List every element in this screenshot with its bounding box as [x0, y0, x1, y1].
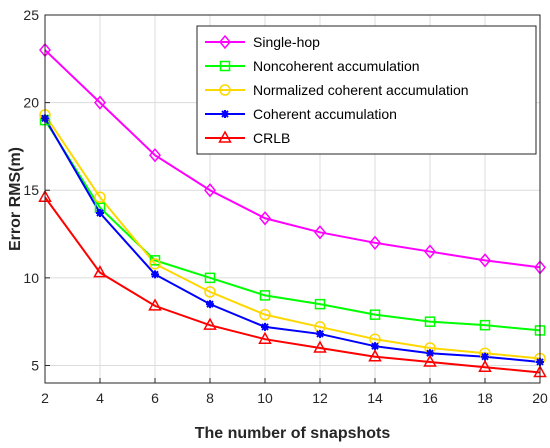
x-axis-label: The number of snapshots — [195, 425, 391, 442]
x-tick-label: 12 — [312, 390, 328, 406]
data-point-3-4 — [261, 322, 269, 331]
x-tick-label: 20 — [532, 390, 548, 406]
data-point-3-3 — [206, 300, 214, 309]
data-point-4-1 — [93, 265, 107, 278]
series-line-3 — [44, 117, 541, 363]
data-point-4-3 — [203, 317, 217, 330]
data-point-3-1 — [96, 209, 104, 218]
legend-label-3: Coherent accumulation — [253, 106, 397, 122]
data-point-1-5 — [314, 298, 326, 310]
legend-label-2: Normalized coherent accumulation — [253, 82, 469, 98]
y-tick-label: 20 — [23, 95, 39, 111]
data-point-0-8 — [479, 253, 491, 268]
y-axis-label: Error RMS(m) — [7, 147, 24, 251]
data-point-1-4 — [259, 290, 271, 301]
data-point-0-4 — [259, 211, 271, 226]
data-point-0-1 — [94, 95, 106, 110]
data-point-2-3 — [204, 286, 216, 298]
data-point-3-2 — [151, 270, 159, 279]
data-point-0-2 — [149, 148, 161, 163]
legend-label-1: Noncoherent accumulation — [253, 58, 420, 74]
series-lines — [44, 49, 541, 374]
data-point-2-2 — [149, 258, 161, 270]
plot-frame — [44, 14, 541, 384]
series-line-2 — [44, 114, 541, 360]
data-point-4-2 — [148, 298, 162, 311]
legend: Single-hop Noncoherent accumulation Normal… — [196, 25, 537, 155]
data-point-1-3 — [204, 272, 216, 284]
data-point-4-8 — [478, 359, 492, 372]
x-tick-label: 14 — [367, 390, 383, 406]
data-point-3-6 — [371, 342, 379, 351]
y-tick-label: 5 — [31, 357, 39, 373]
data-point-4-6 — [368, 349, 382, 362]
x-tick-label: 18 — [477, 390, 493, 406]
legend-marker-3 — [221, 110, 229, 118]
data-point-0-3 — [204, 183, 216, 198]
x-tick-label: 2 — [41, 390, 49, 406]
x-tick-label: 10 — [257, 390, 273, 406]
data-point-3-5 — [316, 329, 324, 338]
data-point-4-4 — [258, 331, 272, 344]
series-line-1 — [44, 119, 541, 332]
data-point-3-8 — [481, 352, 489, 361]
data-point-1-8 — [479, 319, 491, 331]
y-tick-label: 15 — [23, 182, 39, 198]
legend-marker-1 — [219, 60, 231, 72]
data-point-2-4 — [259, 308, 271, 321]
x-tick-label: 4 — [96, 390, 104, 406]
data-point-4-7 — [423, 354, 437, 367]
data-point-1-6 — [369, 309, 381, 320]
legend-marker-0 — [219, 34, 231, 50]
legend-marker-4 — [218, 130, 232, 143]
data-point-4-5 — [313, 340, 327, 353]
y-tick-label: 25 — [23, 7, 39, 23]
data-point-2-1 — [94, 191, 106, 203]
legend-label-4: CRLB — [253, 130, 290, 146]
data-point-1-7 — [424, 316, 436, 327]
x-tick-label: 6 — [151, 390, 159, 406]
y-tick-label: 10 — [23, 270, 39, 286]
data-point-0-5 — [314, 225, 326, 240]
series-line-0 — [44, 49, 541, 269]
series-line-4 — [44, 196, 541, 374]
axis-ticks: 2 4 6 8 10 12 14 16 18 20 5 10 15 20 25 — [23, 7, 548, 406]
legend-marker-2 — [219, 84, 231, 96]
x-tick-label: 8 — [206, 390, 214, 406]
x-tick-label: 16 — [422, 390, 438, 406]
legend-box — [196, 25, 537, 155]
legend-label-0: Single-hop — [253, 34, 320, 50]
data-point-0-6 — [369, 235, 381, 250]
data-point-0-7 — [424, 244, 436, 259]
